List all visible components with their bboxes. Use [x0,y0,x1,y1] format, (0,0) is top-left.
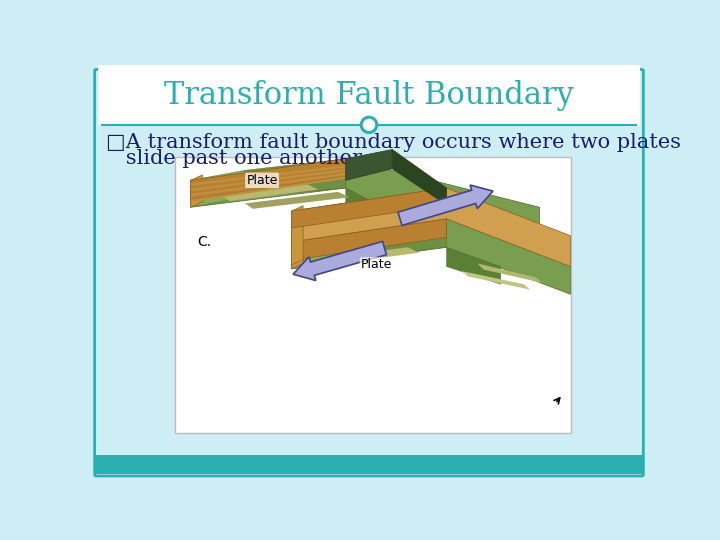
Text: Transform Fault Boundary: Transform Fault Boundary [164,80,574,111]
Polygon shape [292,188,446,220]
FancyBboxPatch shape [94,70,644,476]
Polygon shape [292,219,570,294]
Polygon shape [292,219,446,260]
Polygon shape [191,170,245,207]
Polygon shape [292,197,446,231]
Polygon shape [191,175,202,207]
Polygon shape [392,150,446,205]
Text: Plate: Plate [246,174,278,187]
Polygon shape [293,241,387,281]
Polygon shape [191,159,539,236]
Polygon shape [431,211,500,228]
Polygon shape [398,185,493,225]
Text: Plate: Plate [361,259,392,272]
Polygon shape [245,192,350,209]
Polygon shape [462,271,530,289]
Bar [175,157,570,433]
Polygon shape [292,188,570,267]
Bar [96,455,642,475]
Polygon shape [292,231,354,269]
Polygon shape [191,177,346,202]
Polygon shape [477,264,542,283]
Polygon shape [292,207,446,242]
Circle shape [361,117,377,132]
Polygon shape [191,165,346,186]
Text: slide past one another.: slide past one another. [106,150,366,168]
Polygon shape [245,159,346,197]
Text: C.: C. [197,235,211,249]
Polygon shape [292,206,303,265]
Polygon shape [307,240,384,255]
Polygon shape [206,177,276,192]
Polygon shape [191,173,346,197]
Polygon shape [400,219,469,234]
Polygon shape [354,219,446,257]
Polygon shape [292,188,446,228]
Polygon shape [330,247,419,264]
Polygon shape [446,247,500,284]
Polygon shape [191,169,346,191]
Polygon shape [346,150,392,180]
Polygon shape [346,157,354,177]
Polygon shape [191,159,346,200]
Polygon shape [292,237,303,269]
Text: □A transform fault boundary occurs where two plates: □A transform fault boundary occurs where… [106,132,680,152]
Polygon shape [346,188,392,231]
Polygon shape [222,184,319,201]
Bar [98,65,640,126]
